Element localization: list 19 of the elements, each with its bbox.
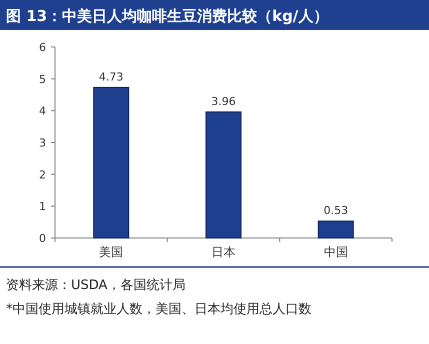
data-label: 4.73 xyxy=(98,70,124,84)
data-label: 0.53 xyxy=(324,204,348,218)
bar xyxy=(206,111,242,238)
y-tick-label: 2 xyxy=(39,168,46,182)
text: 资料来源：USDA，各国统计局 xyxy=(6,278,186,293)
y-tick-label: 4 xyxy=(39,104,46,118)
x-tick-label: 日本 xyxy=(212,245,236,259)
y-tick-label: 0 xyxy=(39,232,46,245)
y-tick-label: 1 xyxy=(39,200,46,214)
x-tick-label: 美国 xyxy=(99,245,124,259)
bar xyxy=(93,86,130,238)
x-tick-label: 中国 xyxy=(324,245,348,259)
chart-title: 图 13：中美日人均咖啡生豆消费比较（kg/人） xyxy=(6,7,328,25)
y-tick-label: 3 xyxy=(39,136,46,150)
data-label: 3.96 xyxy=(211,94,236,108)
y-tick-label: 5 xyxy=(39,72,46,86)
y-tick-label: 6 xyxy=(39,41,46,54)
bar xyxy=(318,220,354,238)
text: *中国使用城镇就业人数，美国、日本均使用总人口数 xyxy=(6,301,312,317)
